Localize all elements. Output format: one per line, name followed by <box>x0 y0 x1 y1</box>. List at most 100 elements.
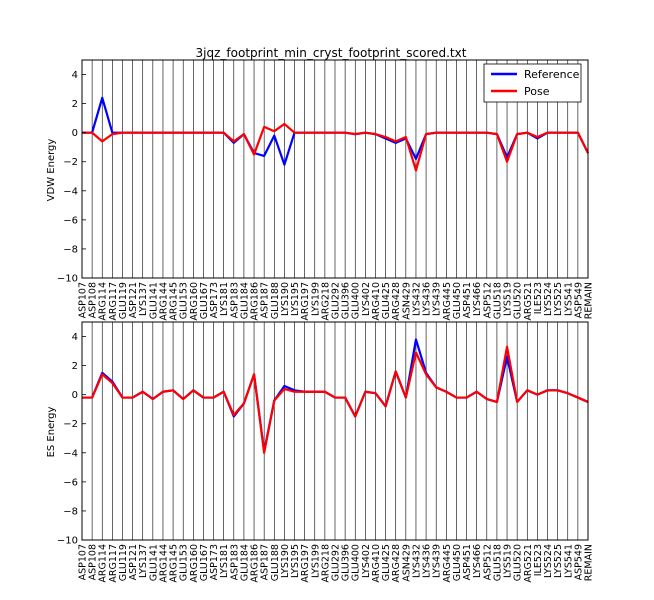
x-tick-label: ASP121 <box>128 544 139 580</box>
x-tick-label: GLU153 <box>179 544 190 581</box>
x-tick-label: ARG160 <box>189 544 200 583</box>
x-tick-label: GLU400 <box>351 282 362 319</box>
x-tick-label: ARG410 <box>371 282 382 321</box>
x-tick-label: ASP107 <box>78 544 89 580</box>
x-tick-label: LYS195 <box>290 544 301 578</box>
x-tick-label: LYS402 <box>361 544 372 578</box>
x-tick-label: GLU520 <box>513 544 524 581</box>
x-tick-label: ASP451 <box>462 544 473 580</box>
x-tick-label: LYS466 <box>472 544 483 578</box>
x-tick-label: GLU188 <box>270 544 281 581</box>
x-tick-label: LYS439 <box>432 544 443 578</box>
x-tick-label: ASP183 <box>229 282 240 318</box>
x-tick-label: ARG114 <box>98 544 109 583</box>
legend-label-reference: Reference <box>524 68 580 81</box>
legend-box <box>483 63 582 103</box>
series-line-pose <box>82 122 589 172</box>
x-tick-label: ARG521 <box>523 544 534 583</box>
grid-lines <box>81 60 589 278</box>
x-tick-label: GLU520 <box>513 282 524 319</box>
x-tick-label: LYS525 <box>553 282 564 316</box>
y-tick-label: 4 <box>72 332 78 343</box>
x-tick-label: LYS181 <box>219 544 230 578</box>
x-tick-label: GLU518 <box>492 544 503 581</box>
x-tick-label: LYS190 <box>280 544 291 578</box>
x-tick-label: ASP512 <box>482 282 493 318</box>
y-tick-labels: 4 2 0 −2 −4 −6 −8 −10 <box>57 332 86 547</box>
x-tick-label: ARG114 <box>98 282 109 321</box>
y-tick-label: 2 <box>72 361 78 372</box>
x-tick-label: ARG144 <box>158 544 169 583</box>
x-tick-label: LYS181 <box>219 282 230 316</box>
x-tick-label: GLU518 <box>492 282 503 319</box>
x-tick-label: ASP187 <box>260 282 271 318</box>
x-tick-label: ARG197 <box>300 544 311 583</box>
x-tick-label: GLU292 <box>331 544 342 581</box>
x-tick-label: REMAIN <box>584 282 595 319</box>
y-tick-label: −6 <box>63 477 78 488</box>
x-tick-label: GLU119 <box>118 544 129 581</box>
plot-frame <box>81 321 589 541</box>
x-tick-label: ASP173 <box>209 544 220 580</box>
x-tick-label: LYS519 <box>503 544 514 578</box>
x-tick-label: LYS525 <box>553 544 564 578</box>
x-tick-label: LYS195 <box>290 282 301 316</box>
x-tick-label: LYS199 <box>310 282 321 316</box>
x-tick-label: GLU141 <box>148 282 159 319</box>
x-tick-labels: ASP107 ASP108 ARG114 ARG117 GLU119 ASP121 LYS1… <box>78 282 595 321</box>
x-tick-label: GLU184 <box>239 282 250 319</box>
x-tick-label: LYS190 <box>280 282 291 316</box>
y-tick-label: 0 <box>72 128 78 139</box>
series-lines <box>82 338 589 454</box>
x-tick-label: LYS436 <box>422 544 433 578</box>
y-tick-label: −6 <box>63 215 78 226</box>
x-tick-label: ARG218 <box>320 544 331 583</box>
x-tick-label: ARG521 <box>523 282 534 321</box>
x-tick-label: GLU425 <box>381 544 392 581</box>
y-tick-label: −10 <box>57 274 78 285</box>
x-tick-label: LYS436 <box>422 282 433 316</box>
x-tick-label: GLU184 <box>239 544 250 581</box>
es-energy-panel: ES Energy 420−2−4−6−8−10 ASP107 ASP108 ARG… <box>46 321 595 583</box>
y-tick-label: −8 <box>63 244 78 255</box>
x-tick-label: ARG160 <box>189 282 200 321</box>
series-line-pose <box>82 345 589 454</box>
x-tick-label: GLU119 <box>118 282 129 319</box>
chart-title: 3jqz_footprint_min_cryst_footprint_score… <box>196 46 467 60</box>
x-tick-label: GLU188 <box>270 282 281 319</box>
legend-label-pose: Pose <box>524 85 550 98</box>
x-tick-label: LYS137 <box>138 544 149 578</box>
x-tick-label: LYS541 <box>563 282 574 316</box>
x-tick-label: LYS524 <box>543 544 554 578</box>
x-tick-label: LYS199 <box>310 544 321 578</box>
x-tick-label: ASP107 <box>78 282 89 318</box>
y-axis-label: ES Energy <box>46 406 57 457</box>
x-tick-label: LYS137 <box>138 282 149 316</box>
x-tick-label: LYS432 <box>411 544 422 578</box>
legend: Reference Pose <box>483 63 582 103</box>
x-tick-label: GLU167 <box>199 282 210 319</box>
x-tick-labels: ASP107 ASP108 ARG114 ARG117 GLU119 ASP121 LYS1… <box>78 544 595 583</box>
x-tick-label: ARG186 <box>250 282 261 321</box>
x-tick-label: LYS402 <box>361 282 372 316</box>
x-tick-label: ASP549 <box>573 544 584 580</box>
grid-lines <box>81 322 589 540</box>
x-tick-label: GLU167 <box>199 544 210 581</box>
y-tick-label: −2 <box>63 157 78 168</box>
x-tick-label: ARG445 <box>442 544 453 583</box>
x-tick-label: GLU400 <box>351 544 362 581</box>
y-tick-label: −2 <box>63 419 78 430</box>
x-tick-label: ARG117 <box>108 544 119 583</box>
plot-frame <box>81 59 589 279</box>
y-axis-label: VDW Energy <box>46 139 57 202</box>
x-tick-label: ASP451 <box>462 282 473 318</box>
x-tick-label: ASN429 <box>401 544 412 582</box>
x-tick-label: ARG186 <box>250 544 261 583</box>
x-tick-label: ARG410 <box>371 544 382 583</box>
x-tick-label: ARG117 <box>108 282 119 321</box>
x-tick-label: GLU450 <box>452 544 463 581</box>
x-tick-label: LYS524 <box>543 282 554 316</box>
x-tick-label: ARG145 <box>169 544 180 583</box>
x-tick-label: LYS466 <box>472 282 483 316</box>
y-tick-label: −4 <box>63 448 78 459</box>
